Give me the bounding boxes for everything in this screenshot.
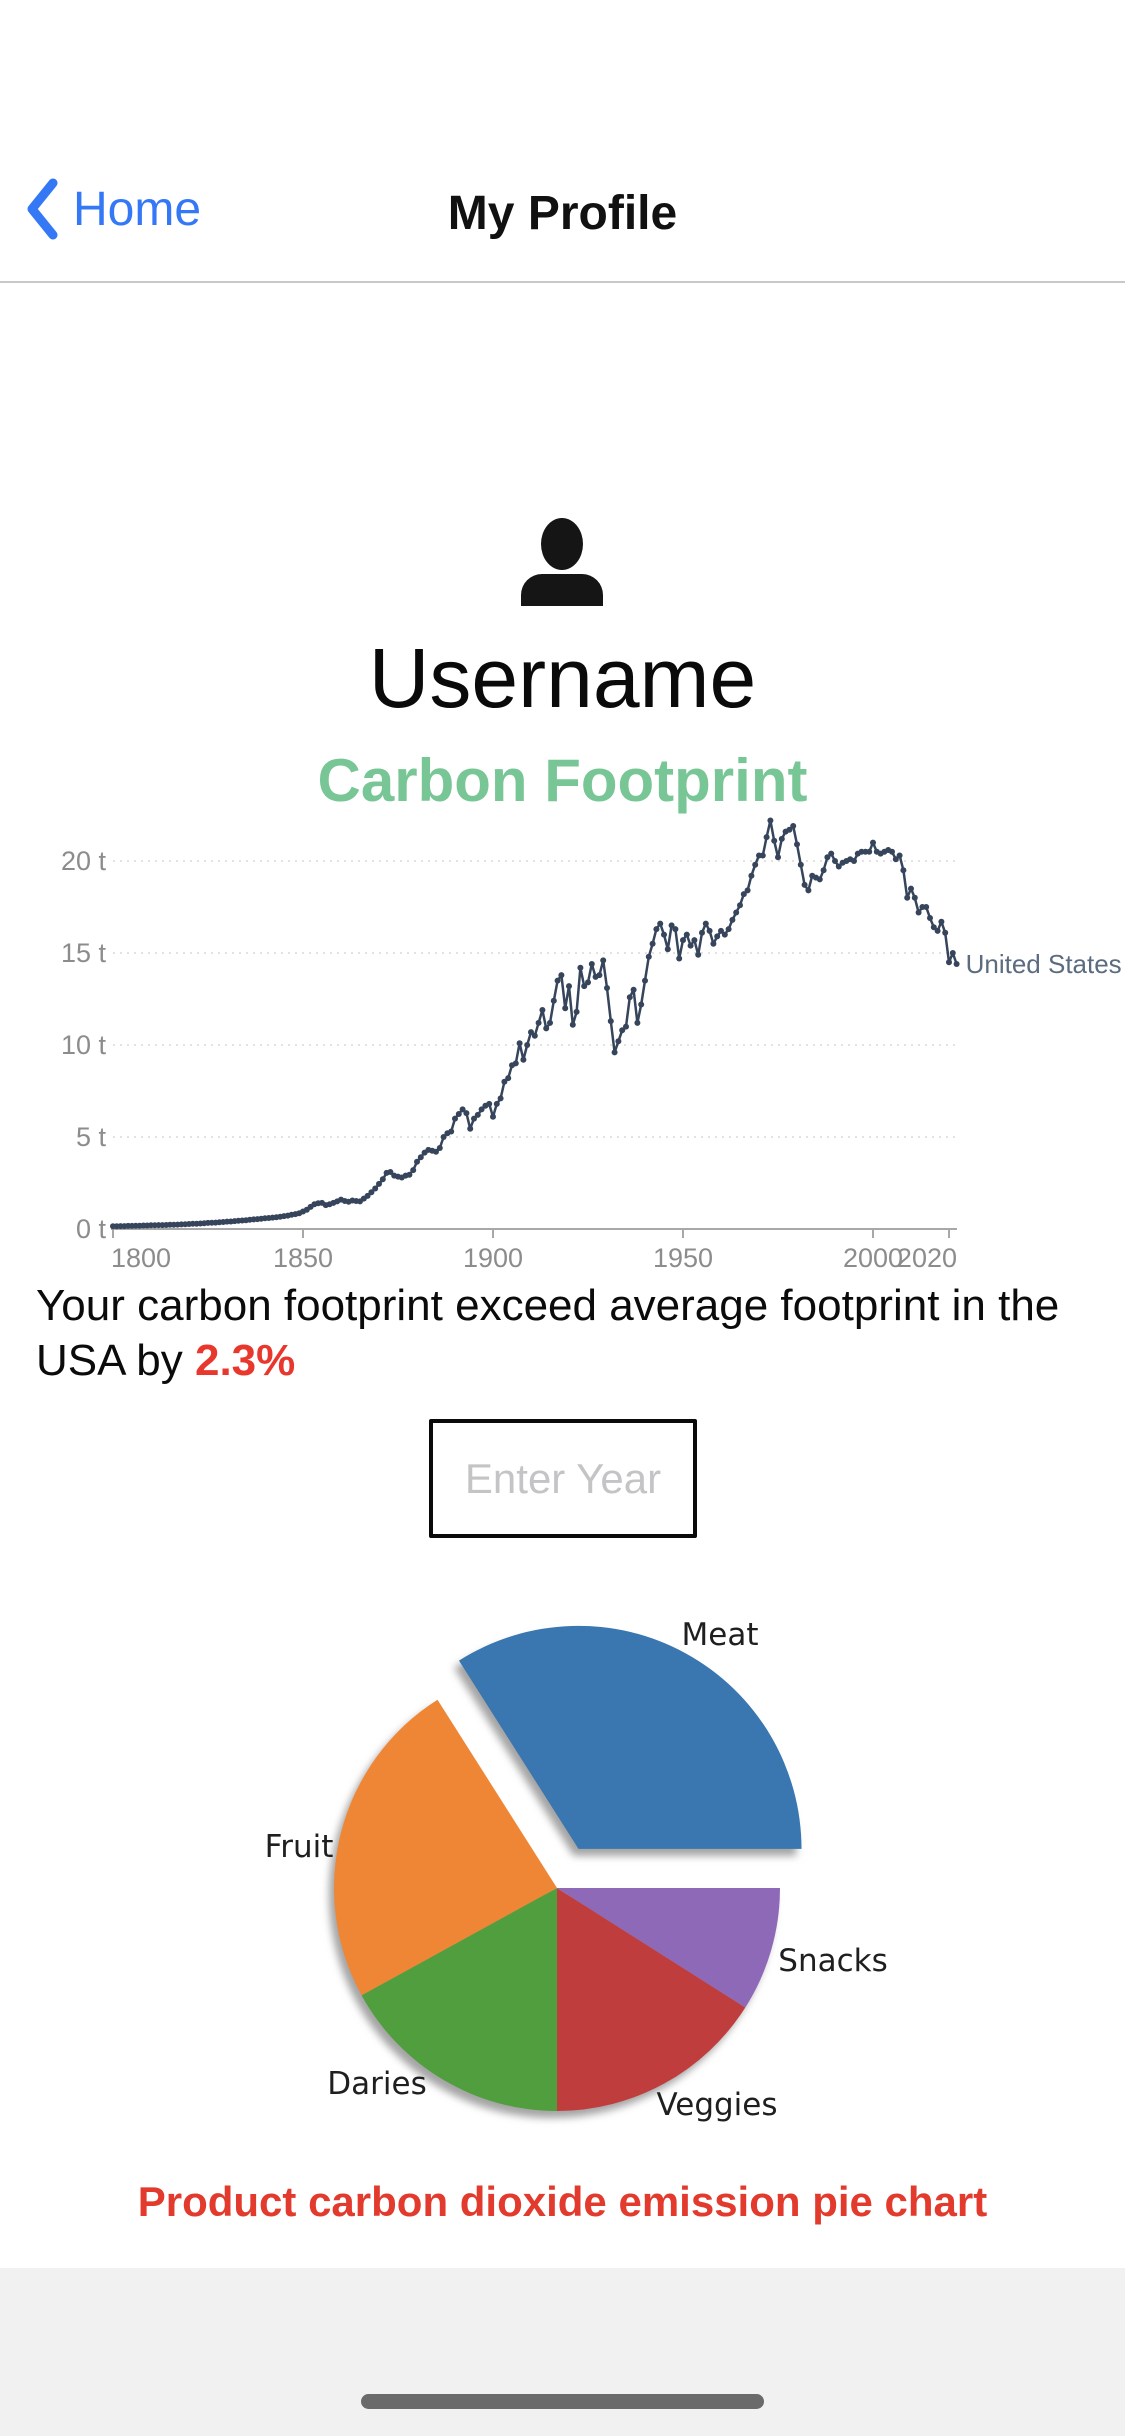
pie-wedge-meat [459, 1625, 802, 1849]
line-chart-grid: 0 t 5 t 10 t 15 t 20 t [61, 846, 957, 1244]
home-indicator-handle[interactable] [361, 2394, 764, 2409]
carbon-footprint-line-chart: 0 t 5 t 10 t 15 t 20 t 1800 1850 1900 1950 200020… [61, 817, 1122, 1273]
y-axis-tick-label: 15 t [61, 938, 107, 968]
carbon-footprint-heading: Carbon Footprint [317, 747, 808, 814]
pie-label-daries: Daries [327, 2066, 426, 2102]
username-heading: Username [368, 631, 757, 725]
x-axis-tick-label: 1800 [111, 1243, 171, 1273]
y-axis-tick-label: 5 t [76, 1122, 107, 1152]
pie-chart-caption: Product carbon dioxide emission pie char… [137, 2178, 988, 2225]
pie-label-snacks: Snacks [778, 1943, 887, 1979]
pie-label-fruit: Fruit [265, 1829, 334, 1865]
emission-pie-chart: Meat Fruit Daries Veggies Snacks [265, 1617, 888, 2123]
line-series-united-states [110, 817, 960, 1230]
footprint-percentage: 2.3% [194, 1336, 296, 1385]
y-axis-tick-label: 10 t [61, 1030, 107, 1060]
chevron-left-icon [25, 178, 59, 240]
year-input[interactable] [429, 1419, 697, 1538]
x-axis-tick-label: 2020 [897, 1243, 957, 1273]
pie-wedge-fruit [334, 1699, 557, 1996]
back-button-label: Home [73, 182, 202, 236]
pie-label-veggies: Veggies [656, 2087, 777, 2123]
page-title: My Profile [447, 187, 678, 240]
user-avatar-icon [520, 518, 604, 608]
navigation-bar: Home My Profile [0, 0, 1125, 283]
x-axis-tick-label: 1900 [463, 1243, 523, 1273]
x-axis-tick-label: 1950 [653, 1243, 713, 1273]
bottom-bar [0, 2268, 1125, 2436]
pie-wedge-veggies [557, 1888, 746, 2111]
footprint-note-text: Your carbon footprint exceed average foo… [36, 1281, 1060, 1385]
pie-label-meat: Meat [682, 1617, 759, 1653]
footprint-note: Your carbon footprint exceed average foo… [36, 1278, 1100, 1388]
pie-wedge-daries [361, 1888, 557, 2111]
x-axis-tick-label: 2000 [843, 1243, 903, 1273]
pie-wedges [334, 1625, 802, 2111]
pie-wedge-snacks [557, 1888, 781, 2008]
y-axis-tick-label: 0 t [76, 1214, 107, 1244]
x-axis-tick-label: 1850 [273, 1243, 333, 1273]
y-axis-tick-label: 20 t [61, 846, 107, 876]
back-button[interactable]: Home [25, 178, 201, 240]
series-entity-label: United States [966, 949, 1122, 979]
